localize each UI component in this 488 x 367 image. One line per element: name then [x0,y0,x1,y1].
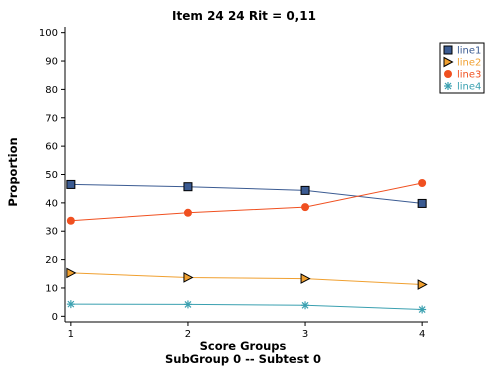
data-point-line3 [418,179,427,188]
legend-marker-line3 [444,70,452,78]
y-tick-label: 70 [45,113,58,124]
series-line3 [66,179,427,225]
chart-title: Item 24 24 Rit = 0,11 [172,9,316,23]
data-point-line4-stroke [418,306,426,313]
chart-subtitle: SubGroup 0 -- Subtest 0 [165,352,321,366]
x-tick-label: 2 [185,329,191,340]
y-tick-label: 50 [45,170,58,181]
data-point-line4-stroke [184,300,192,308]
data-point-line2 [300,273,311,284]
data-point-line4 [183,300,192,309]
series-layer [66,179,428,314]
data-point-line2 [417,279,428,290]
series-line-line1 [70,183,423,204]
legend-marker-line4-stroke [444,82,452,90]
series-line-line2 [70,272,423,286]
data-point-line2 [183,272,194,283]
x-tick-label: 1 [68,329,74,340]
series-line-line4 [70,303,423,311]
y-tick-label: 90 [45,57,58,68]
data-point-line4 [301,301,310,310]
y-tick-label: 0 [52,312,58,323]
data-point-line3 [183,208,192,217]
legend-marker-line4 [444,82,452,90]
data-point-line1 [183,182,193,192]
y-tick-label: 60 [45,142,58,153]
legend-label-line2: line2 [457,58,481,69]
legend-label-line3: line3 [457,70,481,81]
series-line1 [66,179,427,208]
y-tick-label: 30 [45,227,58,238]
x-axis-label: Score Groups [200,339,287,353]
data-point-line4 [66,300,75,309]
data-point-line1 [417,198,427,208]
y-tick-label: 10 [45,283,58,294]
data-point-line1 [66,179,76,189]
legend-marker-line1 [443,45,453,55]
data-point-line4-stroke [301,301,309,309]
data-point-line4-stroke [67,300,75,308]
series-line4 [66,300,427,314]
data-point-line3 [66,216,75,225]
data-point-line4 [418,305,427,314]
y-axis-label: Proportion [6,137,20,206]
data-point-line1 [300,185,310,195]
series-line2 [66,267,428,290]
series-line-line3 [70,182,423,222]
x-tick-label: 3 [302,329,308,340]
x-tick-label: 4 [419,329,425,340]
y-tick-label: 40 [45,198,58,209]
legend-label-line1: line1 [457,46,481,57]
legend-marker-line2 [443,56,454,68]
y-tick-label: 80 [45,85,58,96]
data-point-line3 [301,203,310,212]
legend-label-line4: line4 [457,82,481,93]
data-point-line2 [66,267,77,279]
y-tick-label: 100 [39,28,58,39]
y-tick-label: 20 [45,255,58,266]
axes: 0 10 20 30 40 50 60 70 80 90 100 1 2 3 4 [39,27,428,340]
